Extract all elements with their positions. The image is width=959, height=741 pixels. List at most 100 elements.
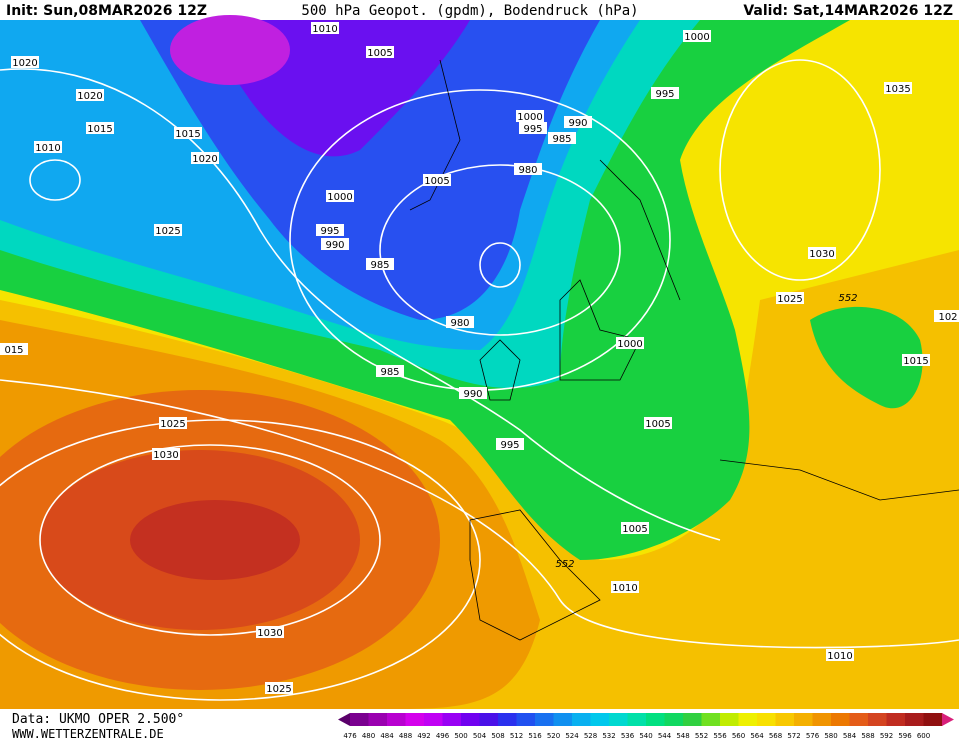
map: 1010 1005 1000 1020 1020 995 1035 1015 1015 1000 9…	[0, 15, 959, 709]
colorbar-label: 592	[880, 732, 893, 740]
colorbar-cell	[701, 713, 721, 726]
colorbar-cell	[590, 713, 610, 726]
colorbar-label: 600	[917, 732, 930, 740]
colorbar-label: 492	[417, 732, 430, 740]
colorbar-label: 552	[695, 732, 708, 740]
isobar-label: 552	[838, 293, 857, 304]
colorbar-label: 516	[528, 732, 542, 740]
colorbar-cell	[738, 713, 758, 726]
isobar-label: 990	[325, 240, 344, 251]
isobar-label-box	[651, 87, 679, 99]
colorbar-label: 512	[510, 732, 523, 740]
colorbar-label: 556	[713, 732, 727, 740]
colorbar-label: 540	[639, 732, 652, 740]
colorbar-cell	[572, 713, 591, 726]
colorbar-label: 544	[658, 732, 672, 740]
colorbar-label: 596	[898, 732, 912, 740]
isobar-label-box	[516, 110, 544, 122]
isobar-label: 1025	[160, 419, 185, 430]
isobar-label-box	[34, 141, 62, 153]
isobar-label-box	[683, 30, 711, 42]
isobar-label: 1030	[257, 628, 282, 639]
colorbar-cell	[886, 713, 906, 726]
isobar-label-box	[311, 22, 339, 34]
colorbar-cell	[775, 713, 795, 726]
colorbar-label: 580	[824, 732, 837, 740]
isobar-label: 985	[380, 367, 399, 378]
field-green-east	[810, 306, 923, 409]
colorbar-label: 576	[806, 732, 820, 740]
colorbar: 476 480 484 488 492 496 500 504 508 512 516 520 524 5…	[338, 713, 954, 740]
colorbar-label: 488	[399, 732, 412, 740]
colorbar-label: 564	[750, 732, 764, 740]
colorbar-cell	[831, 713, 850, 726]
isobar-label: 1015	[903, 356, 928, 367]
isobar-label: 1005	[622, 524, 647, 535]
isobar-label-box	[934, 310, 959, 322]
colorbar-cell	[350, 713, 369, 726]
isobar-label-box	[154, 224, 182, 236]
isobar-label: 1025	[777, 294, 802, 305]
isobar-label: 980	[450, 318, 469, 329]
isobar-label: 1030	[809, 249, 834, 260]
isobar-label-box	[316, 224, 344, 236]
site-name: WWW.WETTERZENTRALE.DE	[12, 727, 164, 741]
colorbar-label: 560	[732, 732, 745, 740]
isobar-label-box	[902, 354, 930, 366]
isobar-label-box	[256, 626, 284, 638]
isobar-label: 1020	[12, 58, 37, 69]
isobar-label: 985	[552, 134, 571, 145]
isobar-label-box	[423, 174, 451, 186]
isobar-label: 1000	[327, 192, 352, 203]
colorbar-arrow-left	[338, 713, 350, 726]
isobar-label: 1005	[367, 48, 392, 59]
isobar-label: 1000	[617, 339, 642, 350]
isobar-label: 1025	[155, 226, 180, 237]
isobar-label-box	[644, 417, 672, 429]
isobar-label: 980	[518, 165, 537, 176]
colorbar-label: 568	[769, 732, 782, 740]
isobar-label: 1015	[87, 124, 112, 135]
isobar-label-box	[611, 581, 639, 593]
isobar-label-box	[265, 682, 293, 694]
colorbar-cell	[868, 713, 887, 726]
isobar-label-box	[776, 292, 804, 304]
colorbar-label: 484	[380, 732, 394, 740]
isobar-label-box	[519, 122, 547, 134]
colorbar-label: 476	[343, 732, 357, 740]
colorbar-cell	[442, 713, 462, 726]
colorbar-cell	[368, 713, 388, 726]
colorbar-label: 536	[621, 732, 635, 740]
isobar-label: 1020	[192, 154, 217, 165]
isobar-label: 1000	[517, 112, 542, 123]
colorbar-label: 524	[565, 732, 579, 740]
colorbar-label: 548	[676, 732, 689, 740]
isobar-label: 995	[523, 124, 542, 135]
colorbar-cell	[627, 713, 647, 726]
colorbar-label: 496	[436, 732, 450, 740]
isobar-label-box	[86, 122, 114, 134]
isobar-label: 552	[555, 559, 574, 570]
colorbar-cell	[553, 713, 573, 726]
isobar-label-box	[321, 238, 349, 250]
isobar-label: 1010	[312, 24, 337, 35]
valid-time: Valid: Sat,14MAR2026 12Z	[743, 3, 953, 19]
isobar-label-box	[446, 316, 474, 328]
colorbar-label: 520	[547, 732, 560, 740]
isobar-label-box	[159, 417, 187, 429]
isobar-label-box	[0, 343, 28, 355]
colorbar-label: 588	[861, 732, 874, 740]
isobar-label-box	[366, 258, 394, 270]
isobar-label: 1035	[885, 84, 910, 95]
map-title: 500 hPa Geopot. (gpdm), Bodendruck (hPa)	[301, 3, 638, 19]
colorbar-cell	[664, 713, 684, 726]
isobar-label-box	[459, 387, 487, 399]
colorbar-label: 584	[843, 732, 857, 740]
colorbar-cell	[387, 713, 406, 726]
isobar-label: 1030	[153, 450, 178, 461]
isobar-label-box	[152, 448, 180, 460]
colorbar-label: 508	[491, 732, 504, 740]
colorbar-cell	[516, 713, 536, 726]
colorbar-label: 528	[584, 732, 597, 740]
